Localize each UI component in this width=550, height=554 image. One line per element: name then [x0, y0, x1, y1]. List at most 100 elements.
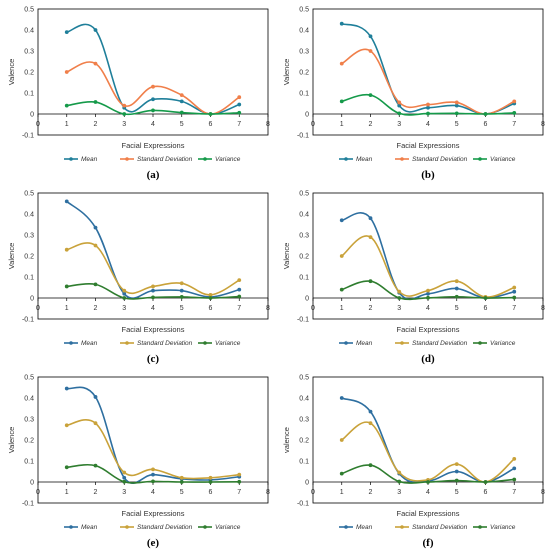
series-line-standard-deviation — [341, 421, 515, 483]
y-tick-label: 0 — [305, 295, 309, 302]
data-point — [368, 409, 373, 414]
x-tick-label: 4 — [426, 489, 430, 496]
legend-marker — [203, 157, 207, 161]
data-point — [339, 438, 344, 442]
data-point — [151, 284, 155, 289]
data-point — [151, 479, 155, 484]
data-point — [237, 472, 242, 477]
data-point — [151, 467, 155, 472]
data-point — [93, 100, 98, 104]
x-tick-label: 7 — [512, 489, 516, 496]
x-tick-label: 5 — [180, 305, 184, 312]
data-point — [179, 288, 184, 293]
legend-marker — [125, 157, 129, 161]
legend-label: Mean — [81, 156, 98, 163]
x-axis-title: Facial Expressions — [397, 141, 460, 150]
data-point — [512, 289, 517, 294]
data-point — [179, 480, 184, 484]
data-point — [454, 294, 459, 299]
data-point — [208, 475, 213, 480]
y-tick-label: 0 — [30, 111, 34, 118]
x-tick-label: 4 — [151, 121, 155, 128]
data-point — [237, 287, 242, 292]
x-tick-label: 1 — [65, 305, 69, 312]
plot-frame — [37, 192, 269, 320]
y-tick-label: 0.2 — [299, 69, 309, 76]
data-point — [64, 465, 69, 470]
y-tick-label: 0.5 — [299, 190, 309, 197]
data-point — [122, 470, 127, 475]
legend-label: Variance — [215, 156, 241, 163]
data-point — [397, 479, 402, 484]
data-point — [64, 284, 69, 289]
data-point — [64, 70, 69, 74]
y-tick-label: 0.2 — [24, 253, 34, 260]
data-point — [237, 102, 242, 107]
x-tick-label: 5 — [180, 489, 184, 496]
y-tick-label: 0.1 — [24, 90, 34, 97]
data-point — [426, 102, 430, 107]
data-point — [122, 296, 127, 300]
data-point — [64, 30, 69, 34]
data-point — [368, 93, 373, 97]
data-point — [93, 225, 98, 230]
chart-svg: -0.100.10.20.30.40.50 1 2 3 4 5 6 7 8ValenceFaci… — [7, 374, 270, 549]
x-tick-label: 0 — [311, 305, 315, 312]
data-point — [339, 61, 344, 66]
data-point — [512, 457, 517, 461]
data-point — [93, 282, 98, 287]
data-point — [237, 95, 242, 100]
data-point — [208, 112, 213, 116]
legend-marker — [478, 157, 482, 161]
x-tick-label: 2 — [94, 489, 98, 496]
chart-svg: -0.100.10.20.30.40.50 1 2 3 4 5 6 7 8ValenceFaci… — [282, 6, 545, 181]
x-tick-label: 2 — [94, 305, 98, 312]
y-axis-title: Valence — [7, 59, 16, 86]
data-point — [483, 112, 488, 116]
series-line-mean — [341, 22, 515, 115]
data-point — [237, 294, 242, 299]
data-point — [368, 463, 373, 468]
x-tick-label: 7 — [512, 305, 516, 312]
data-point — [179, 99, 184, 104]
plot-frame — [37, 8, 269, 136]
legend-marker — [344, 525, 348, 529]
legend-label: Mean — [356, 156, 373, 163]
x-axis-title: Facial Expressions — [397, 509, 460, 518]
data-point — [426, 480, 430, 484]
chart-panel-c: -0.1 0 0.1 0.2 0.3 0.4 0.5 0 1 2 3 4 5 6 7 8 Valence Faci… — [0, 184, 275, 368]
y-tick-label: 0.1 — [299, 458, 309, 465]
plot-frame — [312, 192, 544, 320]
y-tick-label: -0.1 — [297, 316, 309, 323]
y-tick-label: 0.4 — [299, 211, 309, 218]
legend-label: Standard Deviation — [137, 340, 193, 347]
x-tick-label: 4 — [426, 121, 430, 128]
legend-marker — [69, 157, 73, 161]
x-tick-label: 8 — [541, 489, 545, 496]
data-point — [93, 395, 98, 399]
y-axis-title: Valence — [282, 243, 291, 270]
y-tick-label: 0 — [305, 479, 309, 486]
x-tick-label: 6 — [484, 121, 488, 128]
data-point — [93, 61, 98, 66]
legend-marker — [125, 525, 129, 529]
data-point — [368, 235, 373, 239]
x-tick-label: 2 — [369, 305, 373, 312]
x-tick-label: 7 — [237, 489, 241, 496]
y-tick-label: 0.2 — [299, 253, 309, 260]
y-tick-label: 0.5 — [299, 6, 309, 13]
legend-marker — [344, 157, 348, 161]
x-tick-label: 8 — [266, 305, 270, 312]
x-tick-label: 3 — [397, 121, 401, 128]
legend-marker — [400, 341, 404, 345]
y-tick-label: -0.1 — [22, 132, 34, 139]
data-point — [454, 469, 459, 474]
data-point — [151, 295, 155, 300]
x-tick-label: 1 — [340, 305, 344, 312]
y-tick-label: 0.3 — [24, 232, 34, 239]
x-tick-label: 2 — [369, 489, 373, 496]
y-tick-label: 0.5 — [24, 374, 34, 381]
y-tick-label: 0.2 — [24, 69, 34, 76]
chart-panel-e: -0.1 0 0.1 0.2 0.3 0.4 0.5 0 1 2 3 4 5 6 7 8 Valence Faci… — [0, 368, 275, 552]
data-point — [512, 295, 517, 300]
